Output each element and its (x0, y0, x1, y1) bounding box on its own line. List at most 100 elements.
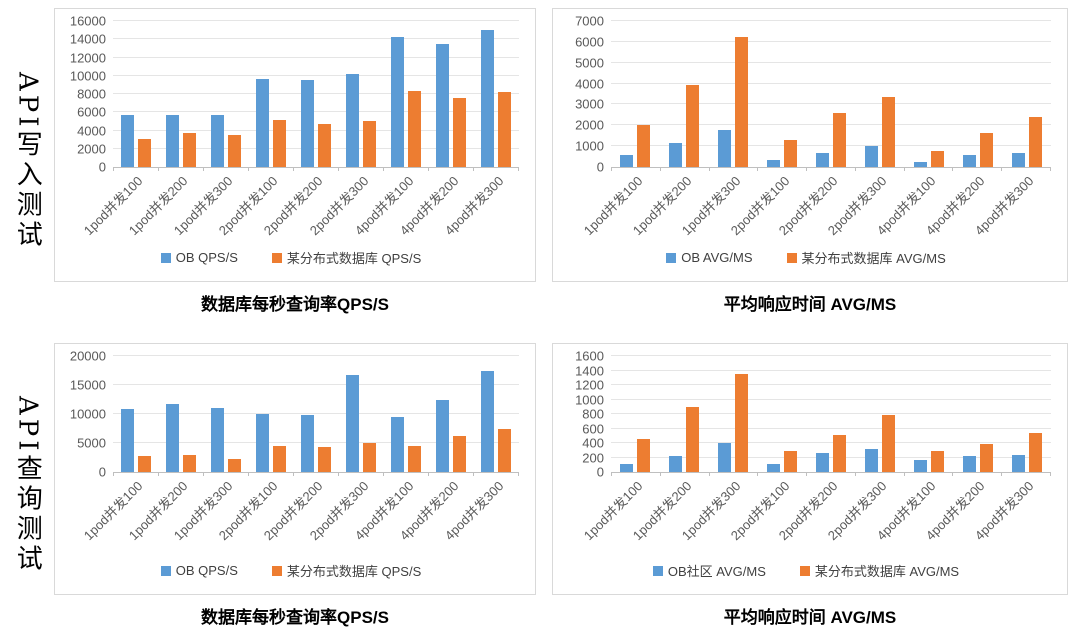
bar (833, 113, 846, 167)
bar (120, 409, 134, 472)
y-tick-label: 200 (582, 450, 604, 465)
bar-group (904, 21, 953, 167)
bar-group (384, 356, 429, 472)
y-tick-label: 400 (582, 435, 604, 451)
axis-tick (339, 167, 384, 171)
query-test-side-title: API查询测试 (12, 396, 43, 575)
bar (767, 464, 781, 472)
x-axis-labels: 1pod并发100 1pod并发200 1pod并发300 2pod并发100 2pod… (581, 168, 1051, 244)
axis-tick (710, 167, 759, 171)
y-axis: 0 200 400 600 800 1000 1200 1400 1600 (561, 350, 611, 479)
bar-group (339, 356, 384, 472)
legend-label: OB AVG/MS (681, 250, 753, 265)
gridline (113, 413, 519, 414)
bar-group (709, 21, 758, 167)
bar (272, 446, 286, 472)
bar (881, 414, 895, 472)
bar (637, 439, 651, 472)
axis-tick (114, 167, 159, 171)
gridline (611, 384, 1051, 385)
y-tick-label: 4000 (77, 123, 106, 138)
axis-tick-marks (611, 472, 1052, 476)
gridline (611, 442, 1051, 443)
axis-tick (159, 167, 204, 171)
axis-tick (114, 472, 159, 476)
bar-group (807, 356, 856, 472)
y-tick-label: 1400 (575, 363, 604, 378)
bar (1011, 455, 1025, 472)
gridline (113, 147, 519, 149)
bar-groups (113, 21, 519, 167)
gridline (113, 442, 519, 443)
y-tick-label: 1000 (575, 138, 604, 154)
bar-group (293, 356, 338, 472)
y-tick-label: 6000 (77, 104, 106, 120)
bar (864, 449, 878, 472)
y-tick-label: 8000 (77, 86, 106, 102)
gridline (611, 413, 1051, 414)
axis-tick (294, 167, 339, 171)
bar-group (807, 21, 856, 167)
axis-tick (661, 472, 710, 476)
write-test-side-title-col: API写入测试 (0, 8, 54, 315)
bar-group (1002, 21, 1051, 167)
write-test-side-title: API写入测试 (12, 72, 43, 251)
bar (816, 153, 829, 167)
legend-item: 某分布式数据库 AVG/MS (786, 248, 946, 267)
legend: OB AVG/MS 某分布式数据库 AVG/MS (561, 248, 1051, 275)
plot-area: 0 200 400 600 800 1000 1200 1400 1600 (561, 350, 1052, 479)
legend-swatch (786, 252, 797, 263)
legend-item: OB QPS/S (160, 563, 238, 578)
legend-label: OB QPS/S (175, 250, 238, 265)
write-avg-caption: 平均响应时间 AVG/MS (723, 295, 897, 314)
query-qps-chart-block: 0 5000 10000 15000 20000 1pod并发100 1pod并发200 1p… (54, 343, 536, 628)
bar-group (293, 21, 338, 167)
bar (436, 399, 450, 472)
bar (930, 450, 944, 472)
bar (408, 445, 422, 472)
y-tick-label: 1000 (575, 392, 604, 407)
bar (391, 416, 405, 472)
bar (272, 120, 286, 167)
query-avg-chart-block: 0 200 400 600 800 1000 1200 1400 1600 1pod并发100 1p… (552, 343, 1068, 628)
y-tick-label: 0 (98, 464, 106, 480)
bar (784, 451, 798, 472)
bar-group (429, 356, 474, 472)
axis-tick (807, 472, 856, 476)
bar-group (1002, 356, 1051, 472)
y-tick-label: 4000 (575, 76, 604, 92)
y-tick-label: 15000 (69, 377, 106, 393)
legend: OB QPS/S 某分布式数据库 QPS/S (63, 561, 519, 588)
bar (436, 43, 450, 167)
y-tick-label: 1600 (575, 348, 604, 364)
bar (637, 125, 651, 167)
bar (979, 444, 993, 472)
y-tick-label: 2000 (77, 141, 106, 157)
axis-tick (474, 472, 519, 476)
bar (913, 460, 927, 472)
axis-tick-marks (113, 167, 519, 171)
legend-swatch (799, 565, 810, 576)
legend-label: 某分布式数据库 QPS/S (286, 564, 422, 579)
bar (346, 375, 360, 472)
legend-swatch (160, 565, 171, 576)
bar (300, 79, 314, 167)
legend-label: 某分布式数据库 QPS/S (286, 251, 422, 266)
gridline (611, 103, 1051, 105)
bar (210, 115, 224, 167)
bar (165, 115, 179, 167)
axis-tick (474, 167, 519, 171)
legend-label: 某分布式数据库 AVG/MS (801, 251, 946, 266)
gridline (113, 129, 519, 131)
axis-tick (204, 472, 249, 476)
legend-item: 某分布式数据库 AVG/MS (799, 561, 959, 580)
bar (686, 406, 700, 472)
bar (481, 371, 495, 472)
legend: OB QPS/S 某分布式数据库 QPS/S (63, 248, 519, 275)
y-tick-label: 6000 (575, 34, 604, 50)
bar (930, 151, 944, 167)
query-test-section: API查询测试 0 5000 10000 15000 20000 1pod并发100 1po… (0, 343, 1080, 628)
bar (784, 140, 798, 167)
bar-group (953, 21, 1002, 167)
bar-groups (113, 356, 519, 472)
